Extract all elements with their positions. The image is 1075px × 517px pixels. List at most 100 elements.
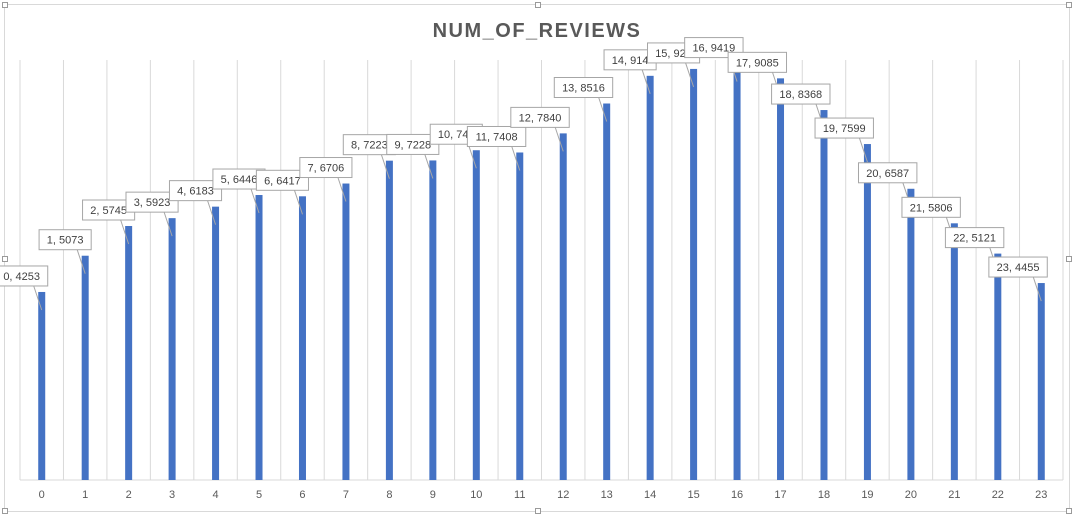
resize-handle-middle-left[interactable] bbox=[2, 256, 8, 262]
data-label-leader-line bbox=[337, 177, 347, 202]
data-label-box bbox=[771, 83, 831, 105]
bar bbox=[298, 196, 306, 480]
data-label-text: 23, 4455 bbox=[997, 262, 1040, 274]
data-label-leader-line bbox=[1032, 276, 1042, 302]
resize-handle-bottom-left[interactable] bbox=[2, 508, 8, 514]
data-label-leader-line bbox=[294, 190, 303, 215]
data-label-leader-line bbox=[467, 144, 477, 169]
bar-series bbox=[38, 63, 1045, 481]
data-label-text: 22, 5121 bbox=[953, 233, 996, 245]
x-tick-label: 2 bbox=[126, 489, 132, 501]
resize-handle-top-right[interactable] bbox=[1066, 2, 1072, 8]
data-label-box bbox=[814, 117, 874, 139]
data-label: 7, 6706 bbox=[299, 157, 353, 202]
x-tick-label: 16 bbox=[731, 489, 743, 501]
data-label: 5, 6446 bbox=[212, 168, 266, 214]
data-label-text: 21, 5806 bbox=[910, 202, 953, 214]
x-tick-label: 14 bbox=[644, 489, 656, 501]
data-label-text: 18, 8368 bbox=[779, 89, 822, 101]
data-label-leader-line bbox=[207, 200, 217, 225]
data-label: 12, 7840 bbox=[510, 106, 570, 152]
data-label-leader-line bbox=[554, 127, 564, 152]
data-label-text: 3, 5923 bbox=[134, 197, 171, 209]
data-label-text: 15, 929 bbox=[655, 48, 692, 60]
bar bbox=[646, 75, 654, 481]
x-tick-label: 12 bbox=[557, 489, 569, 501]
data-label-text: 2, 5745 bbox=[90, 205, 127, 217]
x-tick-label: 17 bbox=[774, 489, 786, 501]
bar bbox=[1037, 283, 1045, 480]
data-label-leader-line bbox=[858, 137, 868, 163]
x-tick-label: 0 bbox=[39, 489, 45, 501]
data-label-box bbox=[857, 162, 918, 184]
data-label: 23, 4455 bbox=[988, 256, 1048, 302]
x-tick-label: 6 bbox=[299, 489, 305, 501]
bar bbox=[385, 160, 393, 481]
data-label-text: 9, 7228 bbox=[394, 139, 431, 151]
x-tick-label: 4 bbox=[213, 489, 219, 501]
data-label-box bbox=[988, 256, 1048, 278]
data-label-text: 0, 4253 bbox=[3, 271, 40, 283]
data-label-text: 4, 6183 bbox=[177, 186, 214, 198]
data-label-leader-line bbox=[163, 211, 173, 237]
data-label-leader-line bbox=[250, 188, 260, 214]
data-label-text: 17, 9085 bbox=[736, 57, 779, 69]
bar bbox=[125, 226, 133, 480]
data-label-box bbox=[125, 191, 179, 213]
data-label: 3, 5923 bbox=[125, 191, 179, 237]
x-tick-label: 19 bbox=[861, 489, 873, 501]
data-label-leader-line bbox=[76, 249, 86, 274]
bar bbox=[255, 195, 263, 480]
bar bbox=[212, 206, 220, 481]
data-label-box bbox=[0, 265, 49, 287]
x-tick-label: 3 bbox=[169, 489, 175, 501]
bar bbox=[559, 133, 567, 481]
data-label-box bbox=[38, 229, 92, 251]
data-label-leader-line bbox=[685, 62, 695, 88]
bar bbox=[690, 68, 698, 480]
data-label: 6, 6417 bbox=[255, 169, 309, 215]
bar bbox=[168, 218, 176, 480]
data-label: 18, 8368 bbox=[771, 83, 831, 129]
data-label: 8, 7223 bbox=[342, 134, 396, 179]
bar bbox=[820, 110, 828, 480]
data-label-text: 8, 7223 bbox=[351, 140, 388, 152]
data-label: 0, 4253 bbox=[0, 265, 49, 311]
resize-handle-middle-right[interactable] bbox=[1066, 256, 1072, 262]
data-label-text: 20, 6587 bbox=[866, 168, 909, 180]
resize-handle-bottom-middle[interactable] bbox=[535, 508, 541, 514]
x-tick-label: 18 bbox=[818, 489, 830, 501]
x-tick-label: 8 bbox=[386, 489, 392, 501]
bar bbox=[516, 152, 524, 481]
data-label: 4, 6183 bbox=[168, 180, 223, 225]
data-label: 11, 7408 bbox=[466, 125, 527, 171]
data-label-box bbox=[510, 106, 570, 128]
data-label-box bbox=[944, 227, 1005, 249]
bar bbox=[342, 183, 350, 480]
data-label-text: 6, 6417 bbox=[264, 175, 301, 187]
data-label-leader-line bbox=[641, 69, 651, 94]
x-tick-label: 15 bbox=[687, 489, 699, 501]
data-label-text: 19, 7599 bbox=[823, 123, 866, 135]
data-label-box bbox=[168, 180, 223, 202]
data-label-box bbox=[466, 125, 527, 147]
data-label-box bbox=[299, 157, 353, 179]
data-label-text: 16, 9419 bbox=[692, 43, 735, 55]
data-label-text: 14, 914 bbox=[612, 55, 649, 67]
data-label-box bbox=[727, 51, 788, 73]
data-label: 20, 6587 bbox=[857, 162, 918, 207]
x-tick-label: 22 bbox=[992, 489, 1004, 501]
data-label-leader-line bbox=[424, 154, 434, 179]
bar bbox=[994, 253, 1002, 480]
data-label-text: 12, 7840 bbox=[519, 112, 562, 124]
x-tick-label: 13 bbox=[601, 489, 613, 501]
resize-handle-top-left[interactable] bbox=[2, 2, 8, 8]
data-label-box bbox=[901, 196, 961, 218]
resize-handle-bottom-right[interactable] bbox=[1066, 508, 1072, 514]
bar bbox=[950, 223, 958, 480]
bar bbox=[777, 78, 785, 481]
bar bbox=[38, 291, 46, 480]
resize-handle-top-middle[interactable] bbox=[535, 2, 541, 8]
x-tick-label: 21 bbox=[948, 489, 960, 501]
